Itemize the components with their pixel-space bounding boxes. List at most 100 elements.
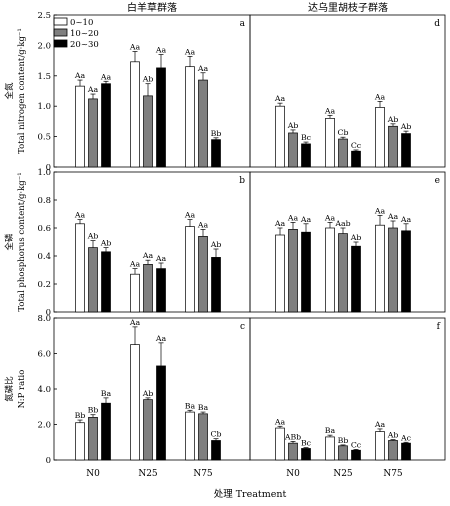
legend-label-0: 0~10 [70,18,93,28]
bar [325,436,335,461]
bar-label: Ab [142,75,154,84]
bar-label: Aa [197,64,209,73]
y-tick-label: 2.5 [37,11,51,21]
bar [198,236,208,313]
bar [198,79,208,168]
bar [288,229,298,313]
bar [351,150,361,168]
bar-label: Bb [211,129,222,138]
bar-label: Bb [75,411,86,420]
bar [88,417,98,461]
panel-letter: e [435,176,440,186]
bar [185,411,195,461]
bar [338,233,348,313]
bar [301,448,311,461]
bar-label: Aab [334,219,350,228]
y-tick-label: 4.0 [37,385,51,395]
bar-label: Aa [87,85,99,94]
x-category-label: N75 [193,469,213,479]
y-tick-label: 0 [46,308,51,318]
bar-label: Bb [88,406,99,415]
bar [388,440,398,461]
bar-label: Cc [351,141,362,150]
bar [211,440,221,461]
panel-letter: a [240,19,246,29]
panel-f: f Aa Ba Aa ABb Bb Ab Bc Cc Ac N0 N25 N75 [249,317,446,479]
bar [156,67,166,168]
legend-label-1: 10~20 [70,29,99,39]
panel-b: b 0 0.2 0.4 0.6 0.8 1.0 全磷 Total phosphorus cont… [4,168,251,318]
bar-label: Aa [374,92,386,101]
col-title-right: 达乌里胡枝子群落 [308,1,388,14]
bar [275,427,285,461]
bar-label: Aa [129,42,141,51]
panel-letter: c [240,322,245,332]
y-tick-label: 1.5 [37,72,51,82]
bar [156,365,166,461]
bar-label: Ab [387,115,399,124]
bar-label: Aa [184,47,196,56]
bar-label: Aa [184,211,196,220]
bar-label: Aa [324,213,336,222]
bar [88,98,98,168]
bar [401,442,411,461]
bar [101,83,111,168]
bar [75,422,85,461]
bar-label: Aa [74,71,86,80]
bar-label: Aa [287,213,299,222]
x-category-label: N0 [286,469,300,479]
legend-swatch-1 [53,28,68,37]
x-category-label: N25 [333,469,353,479]
x-axis-title: 处理 Treatment [214,488,287,500]
x-category-label: N0 [86,469,100,479]
panel-letter: f [437,322,441,332]
bar [143,95,153,168]
bar [351,449,361,461]
bar [375,107,385,168]
y-label-en: Total phosphorus content/g·kg⁻¹ [17,172,27,311]
bar [351,245,361,313]
bar-label: Aa [155,334,167,343]
bar-label: Cb [211,430,222,439]
y-tick-label: 0 [46,456,51,466]
bar-label: Ab [400,122,412,131]
bar [101,251,111,313]
bar-label: Ba [101,389,112,398]
bar [375,431,385,461]
bar [75,223,85,313]
bar [211,257,221,313]
bar-label: Aa [274,219,286,228]
bar-label: Aa [387,212,399,221]
y-tick-label: 1.0 [37,102,51,112]
bar-label: Aa [142,251,154,260]
y-label-cn: 氮磷比 [4,376,15,402]
bar [143,399,153,461]
y-tick-label: 0.2 [37,280,51,290]
y-tick-label: 0.8 [37,196,51,206]
bar [388,227,398,313]
bar [88,247,98,313]
bar [130,61,140,168]
bar-label: Aa [129,260,141,269]
bar [275,234,285,313]
bar [185,226,195,313]
bar-label: Aa [155,46,167,55]
bar-label: Aa [155,254,167,263]
bar-label: Ab [210,240,222,249]
bar [338,138,348,168]
bar [301,231,311,313]
panels: a 0 0.5 1.0 1.5 2.0 2.5 全氮 Total nitrogen conten… [4,11,446,479]
bar-label: Ba [325,426,336,435]
bar [75,85,85,168]
bar [275,105,285,168]
x-category-label: N25 [138,469,158,479]
bar [401,133,411,168]
y-label-en: Total nitrogen content/g·kg⁻¹ [17,28,27,154]
bar [130,273,140,313]
bar [288,132,298,168]
y-label-cn: 全磷 [4,233,15,251]
